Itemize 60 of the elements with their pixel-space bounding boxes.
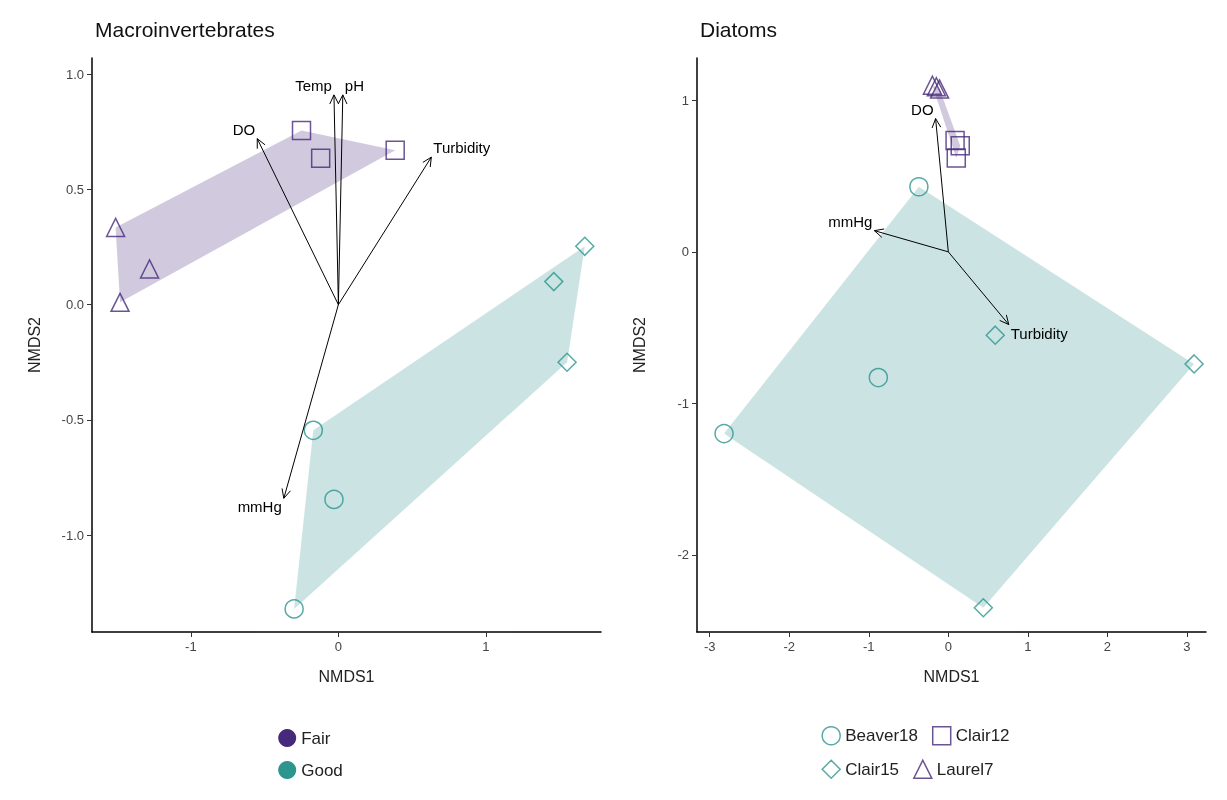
series-label: DO (232, 120, 256, 138)
point (950, 136, 970, 156)
point (946, 148, 967, 168)
point (324, 489, 344, 510)
point (557, 352, 577, 373)
x-tick-label: 0 (334, 639, 342, 654)
series-label: mmHg (828, 212, 873, 230)
point (868, 367, 889, 388)
legend-label: Clair15 (845, 759, 900, 779)
series-label: Turbidity (1010, 324, 1069, 342)
chart-title: Macroinvertebrates (95, 18, 275, 41)
point (303, 420, 324, 441)
x-tick-label: -2 (783, 639, 796, 654)
point (1184, 354, 1204, 374)
y-tick-label: 0.5 (65, 181, 84, 197)
point (945, 130, 965, 151)
x-axis-title: NMDS1 (318, 667, 375, 685)
series-label: pH (344, 76, 364, 94)
x-tick-label: 2 (1103, 639, 1111, 654)
series-label: mmHg (237, 498, 282, 516)
chart-title: Diatoms (700, 18, 778, 41)
point (291, 120, 312, 141)
y-axis-title: NMDS2 (630, 316, 648, 374)
series-label: Temp (295, 76, 332, 94)
series-label: DO (911, 100, 934, 118)
x-tick-label: 1 (482, 639, 490, 654)
x-tick-label: 1 (1024, 639, 1032, 654)
legend-label: Beaver18 (845, 726, 918, 746)
series-label: Turbidity (433, 139, 491, 157)
x-tick-label: 0 (944, 639, 952, 654)
y-tick-label: 0 (681, 244, 689, 260)
point (985, 325, 1005, 345)
legend-label: Clair12 (955, 726, 1010, 746)
y-tick-label: 1 (681, 92, 689, 108)
x-axis-title: NMDS1 (923, 667, 980, 685)
y-tick-label: -0.5 (61, 412, 84, 428)
y-tick-label: -1 (677, 395, 689, 411)
point (544, 271, 564, 292)
y-axis-title: NMDS2 (25, 316, 43, 374)
point (973, 598, 994, 618)
point (385, 140, 405, 160)
x-tick-label: -1 (185, 639, 197, 654)
x-tick-label: -3 (703, 639, 716, 654)
legend-label: Good (301, 760, 343, 780)
x-tick-label: -1 (863, 639, 875, 654)
point (310, 148, 331, 169)
y-tick-label: -1.0 (61, 527, 84, 543)
point (139, 259, 160, 279)
y-tick-label: 0.0 (65, 297, 84, 313)
point (284, 599, 304, 619)
y-tick-label: -2 (677, 547, 689, 563)
point (105, 217, 126, 238)
point (110, 292, 130, 313)
legend-label: Laurel7 (936, 759, 994, 779)
x-tick-label: 3 (1183, 639, 1191, 654)
point (909, 176, 929, 197)
legend-label: Fair (301, 728, 331, 748)
y-tick-label: 1.0 (65, 66, 84, 82)
point (575, 236, 595, 257)
point (714, 423, 734, 444)
